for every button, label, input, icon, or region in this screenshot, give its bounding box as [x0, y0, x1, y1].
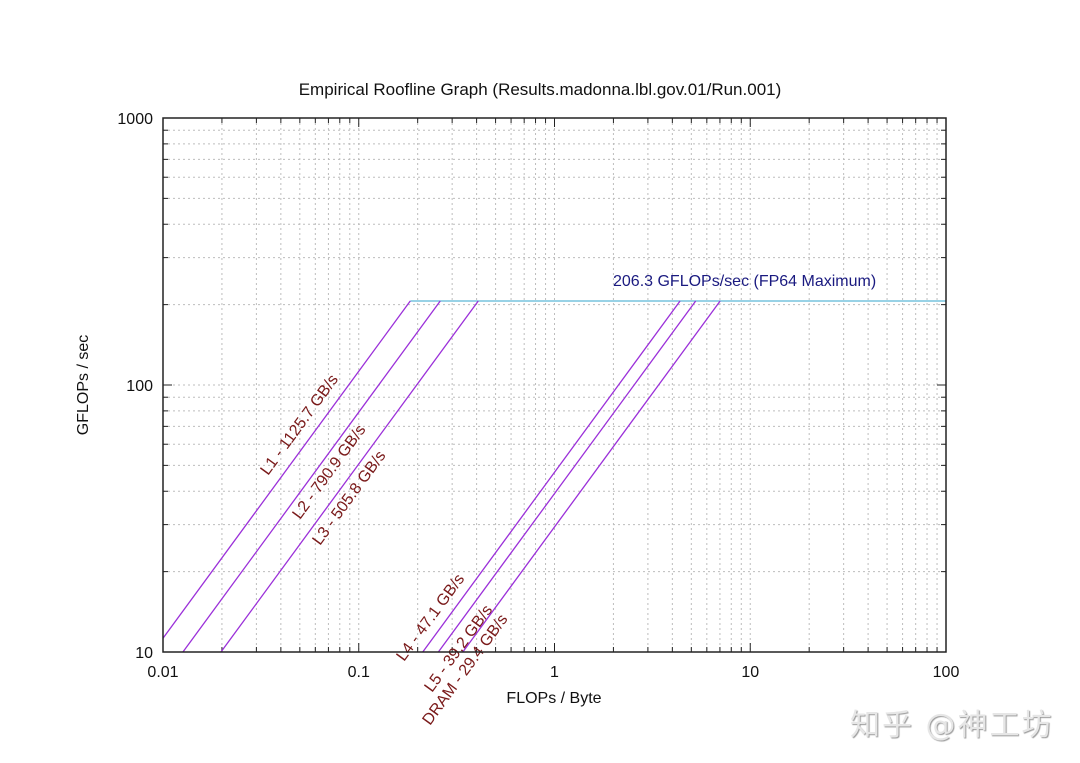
bandwidth-line-l2 [182, 300, 441, 653]
x-tick-label: 10 [741, 664, 759, 681]
x-tick-label: 1 [550, 664, 559, 681]
chart-title: Empirical Roofline Graph (Results.madonn… [298, 80, 782, 99]
compute-ceiling-label: 206.3 GFLOPs/sec (FP64 Maximum) [613, 273, 876, 290]
bandwidth-line-dram [462, 300, 721, 653]
y-tick-label: 1000 [117, 111, 153, 128]
y-tick-label: 100 [126, 378, 153, 395]
bandwidth-line-l1 [162, 300, 411, 639]
y-tick-label: 10 [135, 645, 153, 662]
bandwidth-line-l4 [422, 300, 681, 653]
bandwidth-line-l3 [220, 300, 479, 653]
watermark: 知乎 @神工坊 [850, 708, 1054, 743]
x-tick-label: 0.01 [147, 664, 178, 681]
x-axis-label: FLOPs / Byte [506, 690, 601, 707]
x-tick-label: 100 [933, 664, 960, 681]
bandwidth-line-l5 [437, 300, 697, 653]
plot-frame [162, 117, 947, 653]
x-tick-label: 0.1 [348, 664, 370, 681]
y-axis-label: GFLOPs / sec [75, 335, 92, 435]
